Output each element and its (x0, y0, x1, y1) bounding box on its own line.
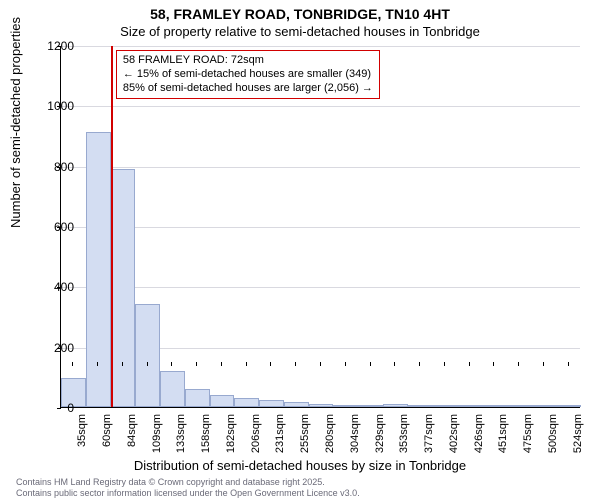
xtick-mark (370, 362, 371, 366)
gridline (61, 106, 580, 107)
xtick-mark (320, 362, 321, 366)
histogram-bar (234, 398, 259, 407)
xtick-label: 35sqm (76, 414, 88, 447)
gridline (61, 287, 580, 288)
xtick-label: 255sqm (299, 414, 311, 453)
xtick-mark (295, 362, 296, 366)
histogram-bar (531, 405, 556, 407)
histogram-bar (333, 405, 358, 407)
histogram-bar (432, 405, 457, 407)
annotation-box: 58 FRAMLEY ROAD: 72sqm← 15% of semi-deta… (116, 50, 380, 99)
footer-line1: Contains HM Land Registry data © Crown c… (16, 477, 360, 487)
ytick-label: 400 (44, 280, 74, 294)
histogram-bar (259, 400, 284, 407)
xtick-label: 329sqm (374, 414, 386, 453)
ytick-label: 800 (44, 160, 74, 174)
histogram-bar (111, 169, 136, 407)
xtick-label: 524sqm (572, 414, 584, 453)
gridline (61, 46, 580, 47)
xtick-mark (568, 362, 569, 366)
page-title-line1: 58, FRAMLEY ROAD, TONBRIDGE, TN10 4HT (0, 6, 600, 22)
histogram-bar (507, 405, 532, 407)
xtick-label: 500sqm (547, 414, 559, 453)
xtick-mark (543, 362, 544, 366)
xtick-label: 280sqm (324, 414, 336, 453)
xtick-label: 231sqm (274, 414, 286, 453)
histogram-bar (210, 395, 235, 407)
ytick-label: 600 (44, 220, 74, 234)
xtick-label: 60sqm (101, 414, 113, 447)
histogram-bar (309, 404, 334, 407)
histogram-bar (160, 371, 185, 407)
annotation-line3: 85% of semi-detached houses are larger (… (123, 82, 373, 96)
chart-plot-area (60, 46, 580, 408)
ytick-label: 1200 (44, 39, 74, 53)
footer-line2: Contains public sector information licen… (16, 488, 360, 498)
xtick-label: 353sqm (398, 414, 410, 453)
xtick-mark (394, 362, 395, 366)
xtick-label: 182sqm (225, 414, 237, 453)
y-axis-label: Number of semi-detached properties (8, 17, 23, 228)
xtick-mark (444, 362, 445, 366)
histogram-bar (482, 405, 507, 407)
xtick-mark (345, 362, 346, 366)
xtick-label: 402sqm (448, 414, 460, 453)
ytick-label: 0 (44, 401, 74, 415)
annotation-line1: 58 FRAMLEY ROAD: 72sqm (123, 54, 373, 68)
attribution-footer: Contains HM Land Registry data © Crown c… (16, 477, 360, 498)
xtick-label: 158sqm (200, 414, 212, 453)
x-axis-label: Distribution of semi-detached houses by … (0, 458, 600, 473)
xtick-mark (221, 362, 222, 366)
property-marker-line (111, 46, 113, 407)
ytick-label: 200 (44, 341, 74, 355)
xtick-label: 133sqm (175, 414, 187, 453)
xtick-mark (493, 362, 494, 366)
histogram-bar (185, 389, 210, 407)
xtick-label: 426sqm (473, 414, 485, 453)
gridline (61, 227, 580, 228)
xtick-label: 377sqm (423, 414, 435, 453)
xtick-mark (270, 362, 271, 366)
xtick-label: 451sqm (497, 414, 509, 453)
xtick-mark (469, 362, 470, 366)
xtick-label: 84sqm (126, 414, 138, 447)
xtick-mark (246, 362, 247, 366)
xtick-label: 206sqm (250, 414, 262, 453)
histogram-bar (457, 405, 482, 407)
histogram-bar (556, 405, 581, 407)
xtick-mark (122, 362, 123, 366)
histogram-bar (284, 402, 309, 407)
xtick-mark (419, 362, 420, 366)
histogram-bar (383, 404, 408, 407)
histogram-bar (408, 405, 433, 407)
histogram-bar (358, 405, 383, 407)
xtick-mark (147, 362, 148, 366)
histogram-bar (135, 304, 160, 407)
page-title-line2: Size of property relative to semi-detach… (0, 24, 600, 39)
xtick-mark (518, 362, 519, 366)
xtick-label: 109sqm (151, 414, 163, 453)
xtick-mark (171, 362, 172, 366)
xtick-mark (72, 362, 73, 366)
xtick-label: 304sqm (349, 414, 361, 453)
gridline (61, 167, 580, 168)
xtick-mark (97, 362, 98, 366)
xtick-mark (196, 362, 197, 366)
xtick-label: 475sqm (522, 414, 534, 453)
ytick-label: 1000 (44, 99, 74, 113)
annotation-line2: ← 15% of semi-detached houses are smalle… (123, 68, 373, 82)
